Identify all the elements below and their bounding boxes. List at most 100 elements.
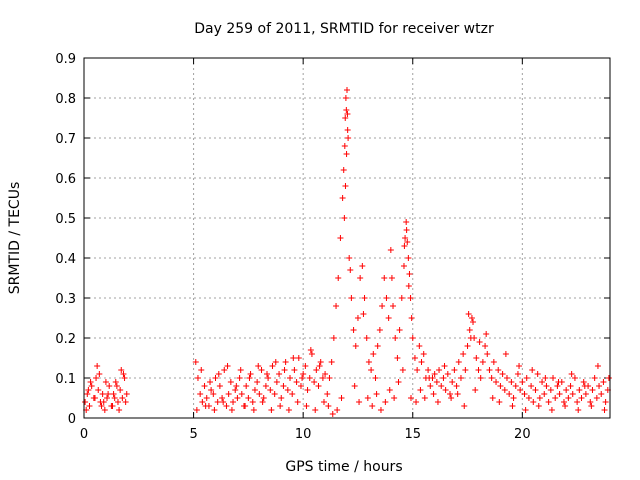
data-point [376, 327, 383, 333]
data-point [227, 379, 234, 385]
data-point [535, 403, 542, 409]
data-point [447, 391, 454, 397]
data-point [245, 395, 252, 401]
data-point [271, 391, 278, 397]
data-point [268, 407, 275, 413]
data-point [598, 391, 605, 397]
data-point [455, 359, 462, 365]
x-tick-label: 5 [189, 427, 197, 442]
data-point [352, 343, 359, 349]
data-point [578, 395, 585, 401]
data-point [372, 375, 379, 381]
data-point [290, 355, 297, 361]
data-point [374, 343, 381, 349]
y-tick-label: 0.7 [55, 132, 76, 147]
data-point [211, 407, 218, 413]
x-tick-label: 15 [404, 427, 421, 442]
data-point [506, 391, 513, 397]
data-point [273, 379, 280, 385]
data-point [307, 347, 314, 353]
data-point [324, 391, 331, 397]
data-point [94, 363, 101, 369]
data-point [260, 395, 267, 401]
data-point [545, 399, 552, 405]
data-point [408, 315, 415, 321]
data-point [434, 399, 441, 405]
data-point [357, 275, 364, 281]
data-point [400, 263, 407, 269]
data-point [219, 395, 226, 401]
data-point [328, 359, 335, 365]
data-point [411, 355, 418, 361]
data-point [449, 379, 456, 385]
y-tick-label: 0.5 [55, 212, 76, 227]
data-point [104, 395, 111, 401]
data-point [88, 383, 95, 389]
data-point [304, 387, 311, 393]
data-point [563, 387, 570, 393]
data-point [571, 375, 578, 381]
data-point [351, 383, 358, 389]
data-point [539, 379, 546, 385]
data-point [215, 371, 222, 377]
data-point [203, 395, 210, 401]
data-point [121, 375, 128, 381]
data-point [509, 403, 516, 409]
data-point [589, 387, 596, 393]
data-point [418, 359, 425, 365]
data-point [522, 407, 529, 413]
data-point [385, 315, 392, 321]
data-point [508, 379, 515, 385]
data-point [510, 395, 517, 401]
chart-title: Day 259 of 2011, SRMTID for receiver wtz… [194, 21, 494, 37]
data-point [525, 395, 532, 401]
data-point [214, 399, 221, 405]
data-point [555, 379, 562, 385]
data-point [383, 295, 390, 301]
data-point [282, 359, 289, 365]
data-point [560, 399, 567, 405]
data-point [262, 383, 269, 389]
data-point [223, 403, 230, 409]
gridlines [84, 58, 610, 418]
data-point [342, 95, 349, 101]
data-point [84, 391, 91, 397]
data-point [95, 387, 102, 393]
data-point [503, 375, 510, 381]
data-point [242, 403, 249, 409]
data-point [368, 367, 375, 373]
data-point [414, 367, 421, 373]
data-point [370, 351, 377, 357]
data-point [315, 383, 322, 389]
data-point [462, 367, 469, 373]
data-point [110, 391, 117, 397]
data-point [308, 351, 315, 357]
data-point [536, 395, 543, 401]
data-point [497, 383, 504, 389]
data-point [294, 399, 301, 405]
data-point [272, 359, 279, 365]
data-point [475, 367, 482, 373]
data-point [278, 395, 285, 401]
data-point [440, 375, 447, 381]
data-point [101, 407, 108, 413]
data-point [269, 363, 276, 369]
data-point [568, 371, 575, 377]
data-point [105, 391, 112, 397]
data-point [85, 387, 92, 393]
data-point [201, 383, 208, 389]
data-point [295, 355, 302, 361]
data-point [341, 215, 348, 221]
data-point [542, 375, 549, 381]
data-point [228, 407, 235, 413]
data-point [436, 367, 443, 373]
data-point [588, 403, 595, 409]
data-point [114, 399, 121, 405]
data-point [394, 355, 401, 361]
data-point [289, 391, 296, 397]
data-point [207, 379, 214, 385]
data-point [602, 399, 609, 405]
data-point [365, 359, 372, 365]
data-point [502, 351, 509, 357]
data-point [344, 111, 351, 117]
